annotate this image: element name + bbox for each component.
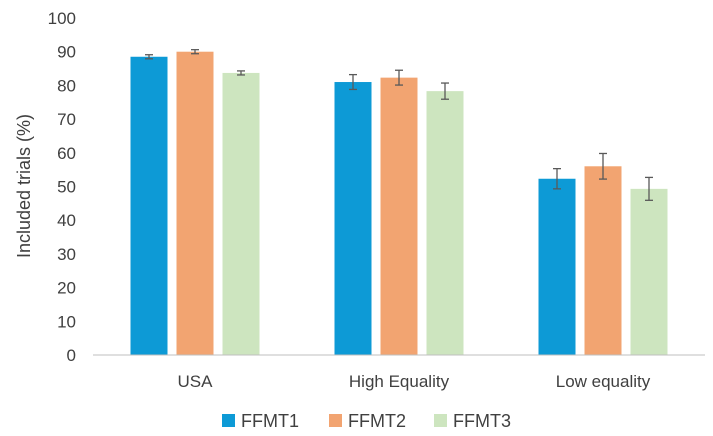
bar-ffmt3 bbox=[222, 72, 260, 355]
error-bar bbox=[553, 167, 561, 190]
y-tick-label: 40 bbox=[57, 211, 76, 230]
bar-ffmt3 bbox=[426, 91, 464, 355]
error-bar bbox=[145, 54, 153, 60]
error-bar bbox=[349, 73, 357, 91]
x-tick-label: USA bbox=[178, 372, 214, 391]
legend-swatch-ffmt3 bbox=[434, 414, 447, 427]
legend-label: FFMT1 bbox=[241, 411, 299, 431]
x-axis-categories: USA High Equality Low equality bbox=[178, 372, 651, 391]
y-tick-label: 30 bbox=[57, 245, 76, 264]
bar-ffmt2 bbox=[584, 166, 622, 355]
bar-ffmt2 bbox=[380, 77, 418, 356]
y-axis-title: Included trials (%) bbox=[14, 114, 34, 258]
bar-ffmt2 bbox=[176, 51, 214, 355]
error-bar bbox=[395, 69, 403, 86]
y-tick-label: 70 bbox=[57, 110, 76, 129]
y-tick-label: 90 bbox=[57, 43, 76, 62]
y-tick-label: 10 bbox=[57, 312, 76, 331]
bar-ffmt3 bbox=[630, 188, 668, 355]
y-tick-label: 80 bbox=[57, 76, 76, 95]
legend-swatch-ffmt1 bbox=[222, 414, 235, 427]
y-tick-label: 50 bbox=[57, 178, 76, 197]
legend-label: FFMT2 bbox=[348, 411, 406, 431]
y-tick-label: 0 bbox=[67, 346, 76, 365]
y-tick-label: 20 bbox=[57, 279, 76, 298]
bar-ffmt1 bbox=[130, 56, 168, 355]
bar-ffmt1 bbox=[538, 178, 576, 355]
legend-label: FFMT3 bbox=[453, 411, 511, 431]
error-bar bbox=[237, 70, 245, 76]
error-bar bbox=[599, 152, 607, 180]
legend: FFMT1 FFMT2 FFMT3 bbox=[222, 411, 511, 431]
bars bbox=[130, 51, 668, 356]
error-bars bbox=[145, 49, 653, 201]
error-bar bbox=[441, 82, 449, 100]
x-tick-label: High Equality bbox=[349, 372, 450, 391]
legend-swatch-ffmt2 bbox=[329, 414, 342, 427]
bar-ffmt1 bbox=[334, 82, 372, 355]
y-tick-label: 100 bbox=[48, 9, 76, 28]
y-tick-label: 60 bbox=[57, 144, 76, 163]
x-tick-label: Low equality bbox=[556, 372, 651, 391]
error-bar bbox=[191, 49, 199, 55]
error-bar bbox=[645, 176, 653, 201]
y-axis-ticks: 0 10 20 30 40 50 60 70 80 90 100 bbox=[48, 9, 76, 365]
